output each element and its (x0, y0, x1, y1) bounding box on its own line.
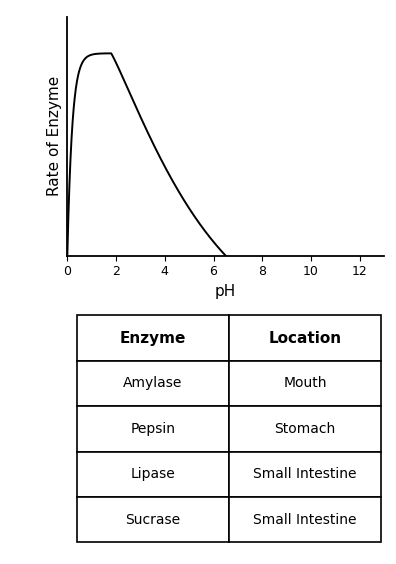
Bar (77, 497, 229, 543)
Text: Small Intestine: Small Intestine (253, 513, 357, 527)
Bar (77, 406, 229, 452)
Text: Mouth: Mouth (283, 377, 327, 390)
Bar (229, 497, 381, 543)
Bar (77, 361, 229, 406)
Y-axis label: Rate of Enzyme: Rate of Enzyme (47, 76, 62, 196)
Bar (229, 361, 381, 406)
Text: Stomach: Stomach (274, 422, 335, 436)
Text: Enzyme: Enzyme (120, 331, 186, 346)
Bar (77, 452, 229, 497)
Text: Small Intestine: Small Intestine (253, 467, 357, 481)
Bar (229, 406, 381, 452)
Text: Lipase: Lipase (130, 467, 175, 481)
Text: Location: Location (268, 331, 341, 346)
Text: Pepsin: Pepsin (130, 422, 175, 436)
Bar (229, 315, 381, 361)
Bar (229, 452, 381, 497)
Bar (77, 315, 229, 361)
Text: Amylase: Amylase (123, 377, 183, 390)
Text: Sucrase: Sucrase (125, 513, 181, 527)
X-axis label: pH: pH (215, 284, 236, 299)
